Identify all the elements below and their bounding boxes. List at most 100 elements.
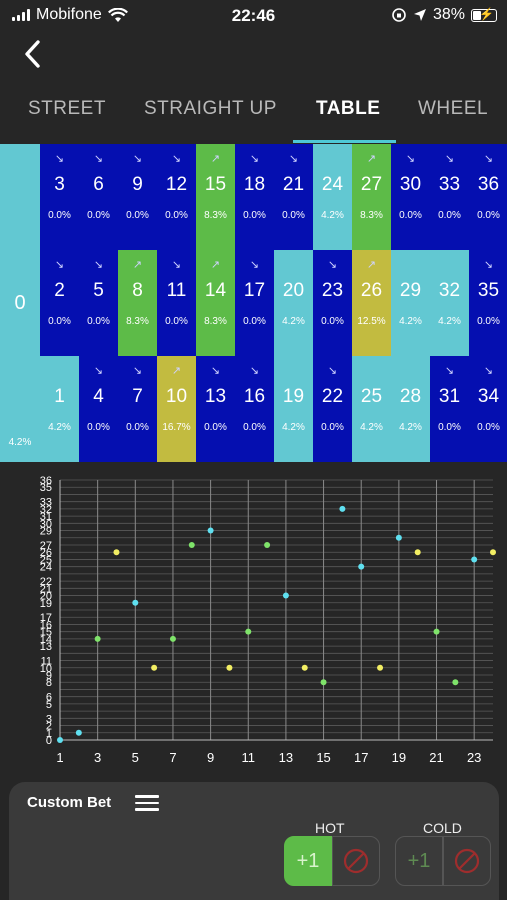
y-tick-label: 11	[41, 656, 52, 668]
number-cell-22[interactable]: ↘ 22 0.0%	[313, 356, 352, 462]
number-cell-0[interactable]: 0 4.2%	[0, 144, 40, 462]
number-cell-35[interactable]: ↘ 35 0.0%	[469, 250, 507, 356]
cell-number: 35	[477, 279, 500, 301]
number-cell-12[interactable]: ↘ 12 0.0%	[157, 144, 196, 250]
carrier-info: Mobifone	[12, 6, 128, 24]
trend-down-icon: ↘	[210, 365, 221, 377]
cell-number: 31	[438, 385, 461, 407]
trend-up-icon: ↗	[210, 259, 221, 271]
trend-down-icon: ↘	[444, 153, 455, 165]
cell-percent: 8.3%	[204, 209, 227, 221]
number-cell-30[interactable]: ↘ 30 0.0%	[391, 144, 430, 250]
number-cell-25[interactable]: 25 4.2%	[352, 356, 391, 462]
signal-icon	[12, 9, 30, 21]
cell-number: 28	[399, 385, 422, 407]
number-cell-17[interactable]: ↘ 17 0.0%	[235, 250, 274, 356]
cell-percent: 0.0%	[321, 421, 344, 433]
hot-clear-button[interactable]	[332, 836, 380, 886]
data-point	[452, 679, 459, 686]
number-cell-20[interactable]: 20 4.2%	[274, 250, 313, 356]
number-cell-29[interactable]: 29 4.2%	[391, 250, 430, 356]
cell-number: 12	[165, 173, 188, 195]
tab-straight-up[interactable]: STRAIGHT UP	[144, 98, 277, 119]
data-point	[264, 542, 271, 548]
number-cell-28[interactable]: 28 4.2%	[391, 356, 430, 462]
trend-down-icon: ↘	[171, 259, 182, 271]
location-icon	[413, 9, 426, 21]
trend-down-icon: ↘	[249, 259, 260, 271]
number-cell-15[interactable]: ↗ 15 8.3%	[196, 144, 235, 250]
cold-plus-button[interactable]: +1	[395, 836, 443, 886]
number-cell-33[interactable]: ↘ 33 0.0%	[430, 144, 469, 250]
y-tick-label: 17	[40, 612, 52, 624]
trend-up-icon: ↗	[366, 259, 377, 271]
number-cell-4[interactable]: ↘ 4 0.0%	[79, 356, 118, 462]
data-point	[320, 679, 327, 686]
back-button[interactable]	[18, 38, 50, 70]
number-cell-36[interactable]: ↘ 36 0.0%	[469, 144, 507, 250]
data-point	[377, 664, 384, 671]
y-tick-label: 35	[40, 482, 52, 494]
x-tick-label: 7	[169, 750, 176, 765]
y-tick-label: 24	[40, 562, 52, 574]
menu-icon[interactable]	[135, 795, 159, 813]
number-cell-2[interactable]: ↘ 2 0.0%	[40, 250, 79, 356]
cell-number: 20	[282, 279, 305, 301]
cell-percent: 8.3%	[204, 315, 227, 327]
cell-percent: 0.0%	[87, 209, 110, 221]
number-cell-23[interactable]: ↘ 23 0.0%	[313, 250, 352, 356]
number-cell-9[interactable]: ↘ 9 0.0%	[118, 144, 157, 250]
rotation-lock-icon	[392, 8, 406, 22]
x-tick-label: 13	[279, 750, 293, 765]
number-cell-26[interactable]: ↗ 26 12.5%	[352, 250, 391, 356]
number-cell-14[interactable]: ↗ 14 8.3%	[196, 250, 235, 356]
cell-number: 34	[477, 385, 500, 407]
number-cell-13[interactable]: ↘ 13 0.0%	[196, 356, 235, 462]
cold-clear-button[interactable]	[443, 836, 491, 886]
number-cell-34[interactable]: ↘ 34 0.0%	[469, 356, 507, 462]
number-cell-11[interactable]: ↘ 11 0.0%	[157, 250, 196, 356]
battery-percent: 38%	[432, 6, 465, 23]
hot-plus-button[interactable]: +1	[284, 836, 332, 886]
number-cell-21[interactable]: ↘ 21 0.0%	[274, 144, 313, 250]
cell-percent: 0.0%	[87, 421, 110, 433]
number-cell-16[interactable]: ↘ 16 0.0%	[235, 356, 274, 462]
cell-number: 27	[360, 173, 383, 195]
number-cell-24[interactable]: 24 4.2%	[313, 144, 352, 250]
number-cell-10[interactable]: ↗ 10 16.7%	[157, 356, 196, 462]
number-cell-5[interactable]: ↘ 5 0.0%	[79, 250, 118, 356]
number-cell-6[interactable]: ↘ 6 0.0%	[79, 144, 118, 250]
trend-down-icon: ↘	[249, 365, 260, 377]
trend-up-icon: ↗	[210, 153, 221, 165]
scatter-chart: 0123568910111314151617192021222425262729…	[40, 475, 496, 765]
data-point	[433, 628, 440, 635]
number-cell-27[interactable]: ↗ 27 8.3%	[352, 144, 391, 250]
number-cell-19[interactable]: 19 4.2%	[274, 356, 313, 462]
trend-up-icon: ↗	[366, 153, 377, 165]
number-cell-3[interactable]: ↘ 3 0.0%	[40, 144, 79, 250]
cell-percent: 4.2%	[321, 209, 344, 221]
y-tick-label: 0	[46, 735, 52, 747]
number-cell-32[interactable]: 32 4.2%	[430, 250, 469, 356]
number-cell-31[interactable]: ↘ 31 0.0%	[430, 356, 469, 462]
trend-down-icon: ↘	[483, 153, 494, 165]
number-cell-8[interactable]: ↗ 8 8.3%	[118, 250, 157, 356]
y-tick-label: 13	[40, 641, 52, 653]
number-cell-1[interactable]: 1 4.2%	[40, 356, 79, 462]
number-cell-7[interactable]: ↘ 7 0.0%	[118, 356, 157, 462]
tab-street[interactable]: STREET	[28, 98, 106, 119]
cell-number: 10	[165, 385, 188, 407]
trend-down-icon: ↘	[93, 153, 104, 165]
data-point	[207, 527, 214, 534]
cell-percent: 4.2%	[282, 421, 305, 433]
cell-percent: 0.0%	[477, 421, 500, 433]
cell-number: 2	[54, 279, 65, 301]
y-tick-label: 22	[40, 576, 52, 588]
cell-number: 36	[477, 173, 500, 195]
trend-up-icon: ↗	[171, 365, 182, 377]
trend-down-icon: ↘	[54, 259, 65, 271]
tab-wheel[interactable]: WHEEL	[418, 98, 489, 119]
number-cell-18[interactable]: ↘ 18 0.0%	[235, 144, 274, 250]
tab-table[interactable]: TABLE	[316, 98, 381, 119]
cell-percent: 4.2%	[399, 421, 422, 433]
